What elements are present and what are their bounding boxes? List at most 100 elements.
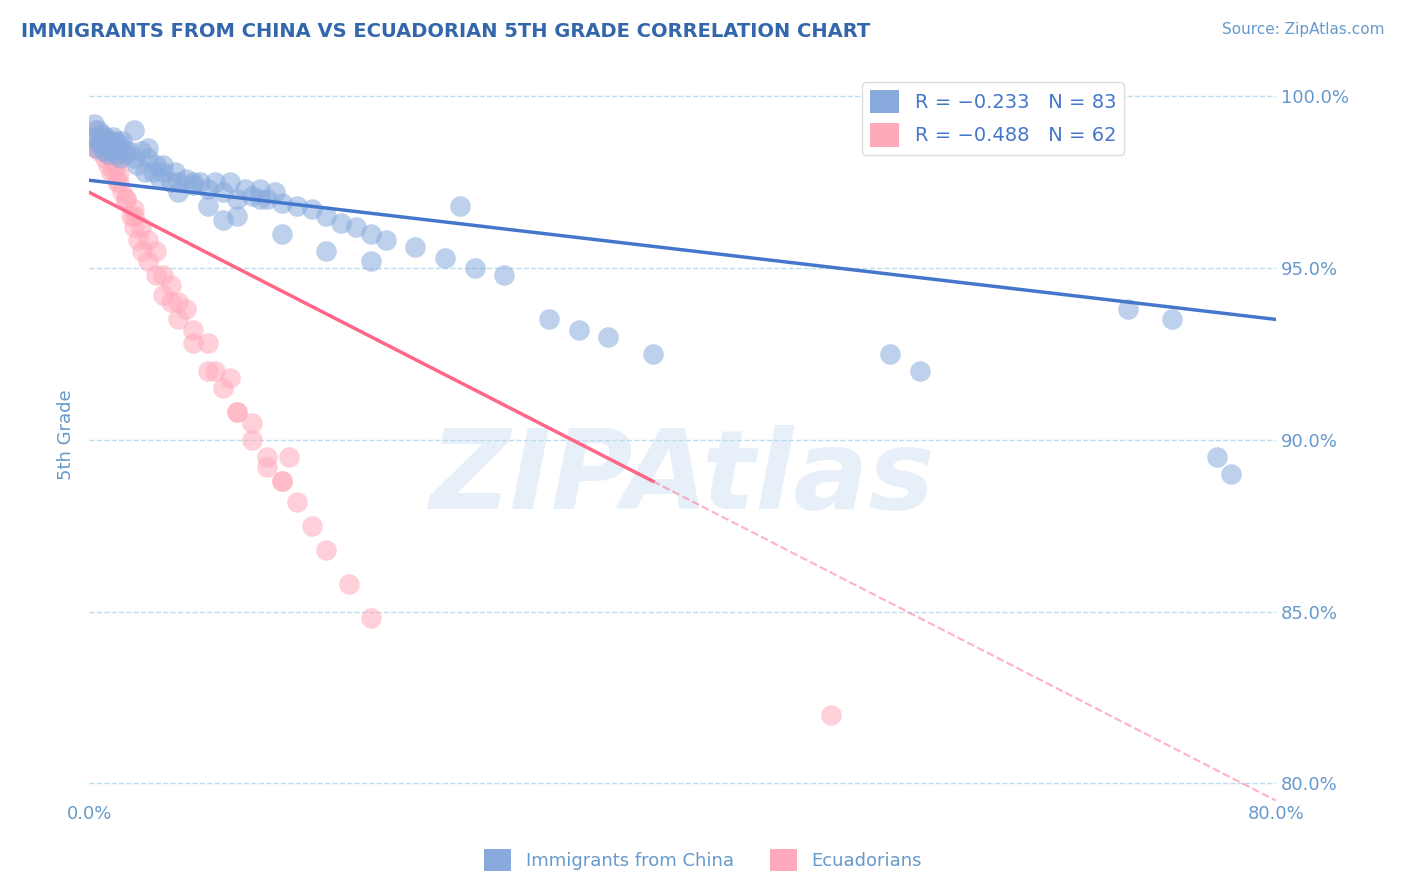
Point: [127, 233, 149, 247]
Point: [100, 164, 122, 178]
Point: [101, 130, 124, 145]
Point: [152, 158, 174, 172]
Point: [219, 371, 242, 385]
Point: [271, 227, 294, 241]
Point: [104, 134, 127, 148]
Point: [83, 123, 105, 137]
Point: [256, 192, 278, 206]
Point: [145, 268, 167, 282]
Point: [138, 233, 160, 247]
Point: [449, 199, 471, 213]
Point: [181, 175, 204, 189]
Point: [211, 212, 233, 227]
Point: [219, 175, 242, 189]
Point: [167, 186, 190, 200]
Point: [122, 123, 145, 137]
Point: [152, 164, 174, 178]
Point: [91, 137, 114, 152]
Point: [240, 188, 263, 202]
Point: [301, 518, 323, 533]
Point: [301, 202, 323, 217]
Point: [134, 164, 156, 178]
Point: [93, 144, 115, 158]
Point: [107, 137, 129, 152]
Point: [330, 216, 353, 230]
Point: [226, 192, 249, 206]
Point: [315, 210, 337, 224]
Point: [211, 381, 233, 395]
Point: [360, 254, 382, 268]
Point: [91, 127, 114, 141]
Text: IMMIGRANTS FROM CHINA VS ECUADORIAN 5TH GRADE CORRELATION CHART: IMMIGRANTS FROM CHINA VS ECUADORIAN 5TH …: [21, 22, 870, 41]
Point: [174, 171, 197, 186]
Point: [115, 192, 138, 206]
Point: [145, 158, 167, 172]
Point: [90, 130, 112, 145]
Point: [226, 405, 249, 419]
Point: [120, 210, 142, 224]
Point: [100, 144, 122, 158]
Point: [131, 244, 153, 258]
Point: [142, 164, 165, 178]
Point: [103, 164, 125, 178]
Point: [129, 219, 152, 234]
Point: [360, 227, 382, 241]
Point: [115, 147, 138, 161]
Point: [89, 144, 111, 158]
Point: [240, 416, 263, 430]
Point: [374, 233, 396, 247]
Point: [464, 260, 486, 275]
Point: [197, 182, 219, 196]
Point: [181, 336, 204, 351]
Point: [256, 450, 278, 464]
Point: [94, 130, 117, 145]
Point: [145, 244, 167, 258]
Point: [105, 175, 128, 189]
Point: [1161, 312, 1184, 326]
Point: [360, 611, 382, 625]
Point: [197, 199, 219, 213]
Point: [820, 707, 842, 722]
Point: [90, 134, 112, 148]
Point: [83, 116, 105, 130]
Point: [149, 171, 172, 186]
Point: [226, 405, 249, 419]
Point: [537, 312, 560, 326]
Point: [97, 158, 120, 172]
Point: [152, 268, 174, 282]
Point: [104, 158, 127, 172]
Point: [568, 323, 591, 337]
Point: [98, 134, 121, 148]
Point: [125, 158, 148, 172]
Point: [240, 433, 263, 447]
Point: [138, 140, 160, 154]
Point: [167, 312, 190, 326]
Point: [263, 186, 285, 200]
Point: [908, 364, 931, 378]
Point: [337, 577, 360, 591]
Point: [111, 134, 134, 148]
Point: [278, 450, 301, 464]
Point: [87, 123, 110, 137]
Legend: Immigrants from China, Ecuadorians: Immigrants from China, Ecuadorians: [477, 842, 929, 879]
Point: [641, 347, 664, 361]
Point: [233, 182, 256, 196]
Point: [197, 336, 219, 351]
Point: [197, 364, 219, 378]
Point: [138, 254, 160, 268]
Text: ZIPAtlas: ZIPAtlas: [430, 425, 935, 532]
Point: [344, 219, 367, 234]
Point: [107, 164, 129, 178]
Point: [181, 178, 204, 193]
Point: [159, 278, 181, 293]
Point: [101, 151, 124, 165]
Point: [86, 140, 108, 154]
Point: [494, 268, 516, 282]
Point: [404, 240, 426, 254]
Point: [271, 474, 294, 488]
Point: [256, 460, 278, 475]
Legend: R = −0.233   N = 83, R = −0.488   N = 62: R = −0.233 N = 83, R = −0.488 N = 62: [862, 82, 1123, 154]
Point: [285, 494, 308, 508]
Point: [271, 474, 294, 488]
Point: [98, 147, 121, 161]
